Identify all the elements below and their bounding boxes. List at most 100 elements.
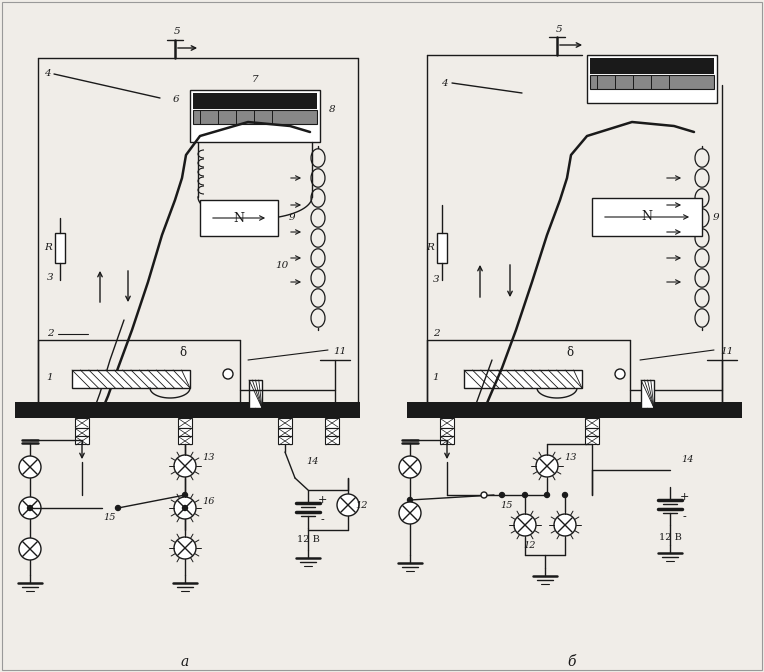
Bar xyxy=(590,58,714,74)
Circle shape xyxy=(554,514,576,536)
Bar xyxy=(278,428,292,436)
Circle shape xyxy=(337,494,359,516)
Circle shape xyxy=(545,493,549,497)
Text: 14: 14 xyxy=(307,458,319,466)
Bar xyxy=(75,418,89,428)
Circle shape xyxy=(223,369,233,379)
Text: 1: 1 xyxy=(47,374,53,382)
Text: 15: 15 xyxy=(104,513,116,523)
Text: б: б xyxy=(568,655,576,669)
Text: +: + xyxy=(317,495,327,505)
Text: 11: 11 xyxy=(720,347,733,357)
Bar xyxy=(278,418,292,428)
Circle shape xyxy=(562,493,568,497)
Text: 3: 3 xyxy=(432,276,439,284)
Bar xyxy=(178,436,192,444)
Bar xyxy=(200,200,278,236)
Bar xyxy=(193,93,317,109)
Text: R: R xyxy=(426,243,434,253)
Text: 3: 3 xyxy=(47,274,53,282)
Bar xyxy=(585,418,599,428)
Text: 7: 7 xyxy=(251,75,258,85)
Text: 16: 16 xyxy=(202,497,215,507)
Text: R: R xyxy=(44,243,52,253)
Text: 9: 9 xyxy=(713,212,720,222)
Text: 12: 12 xyxy=(356,501,368,509)
Bar xyxy=(587,55,717,103)
Circle shape xyxy=(28,505,33,511)
Bar xyxy=(249,380,262,408)
Text: 2: 2 xyxy=(47,329,53,339)
Text: -: - xyxy=(682,512,686,522)
Bar xyxy=(325,418,339,428)
Circle shape xyxy=(523,493,527,497)
Circle shape xyxy=(19,497,41,519)
Circle shape xyxy=(481,492,487,498)
Text: 4: 4 xyxy=(441,79,447,87)
Circle shape xyxy=(407,497,413,503)
Circle shape xyxy=(19,456,41,478)
Circle shape xyxy=(174,455,196,477)
Bar xyxy=(407,402,742,418)
Text: 9: 9 xyxy=(289,214,296,222)
Text: 1: 1 xyxy=(432,374,439,382)
Circle shape xyxy=(399,502,421,524)
Text: 12 В: 12 В xyxy=(296,536,319,544)
Text: 14: 14 xyxy=(681,456,694,464)
Text: 5: 5 xyxy=(173,28,180,36)
Bar xyxy=(72,370,190,388)
Text: 13: 13 xyxy=(202,454,215,462)
Bar xyxy=(440,418,454,428)
Circle shape xyxy=(174,537,196,559)
Text: 6: 6 xyxy=(173,95,180,105)
Bar xyxy=(190,90,320,142)
Circle shape xyxy=(500,493,504,497)
Bar xyxy=(437,233,447,263)
Bar xyxy=(75,428,89,436)
Text: 4: 4 xyxy=(44,69,50,79)
Bar xyxy=(440,428,454,436)
Text: 5: 5 xyxy=(555,24,562,34)
Text: 13: 13 xyxy=(565,454,578,462)
Text: 12: 12 xyxy=(524,542,536,550)
Text: 15: 15 xyxy=(500,501,513,509)
Text: +: + xyxy=(679,492,688,502)
Circle shape xyxy=(174,497,196,519)
Text: а: а xyxy=(181,655,189,669)
Circle shape xyxy=(514,514,536,536)
Bar xyxy=(325,436,339,444)
Circle shape xyxy=(19,538,41,560)
Text: 2: 2 xyxy=(432,329,439,339)
Text: δ: δ xyxy=(180,347,186,360)
Bar xyxy=(55,233,65,263)
Text: -: - xyxy=(320,515,324,525)
Text: 11: 11 xyxy=(333,347,347,357)
Text: N: N xyxy=(234,212,244,224)
Bar xyxy=(585,428,599,436)
Circle shape xyxy=(115,505,121,511)
Bar xyxy=(641,380,654,408)
Bar xyxy=(585,436,599,444)
Bar xyxy=(592,198,702,236)
Bar xyxy=(193,110,317,124)
Text: б: б xyxy=(589,405,594,415)
Bar xyxy=(178,428,192,436)
Circle shape xyxy=(183,493,187,497)
Circle shape xyxy=(536,455,558,477)
Text: сл: сл xyxy=(76,405,87,415)
Text: N: N xyxy=(642,210,652,224)
Bar xyxy=(325,428,339,436)
Circle shape xyxy=(615,369,625,379)
Circle shape xyxy=(399,456,421,478)
Text: 10: 10 xyxy=(275,261,288,269)
Text: δ: δ xyxy=(566,347,574,360)
Text: сл: сл xyxy=(442,405,452,415)
Text: б: б xyxy=(183,405,188,415)
Bar xyxy=(75,436,89,444)
Text: кл: кл xyxy=(280,405,290,415)
Bar xyxy=(278,436,292,444)
Text: 8: 8 xyxy=(329,106,335,114)
Text: 12 В: 12 В xyxy=(659,532,681,542)
Circle shape xyxy=(183,505,187,511)
Bar xyxy=(590,75,714,89)
